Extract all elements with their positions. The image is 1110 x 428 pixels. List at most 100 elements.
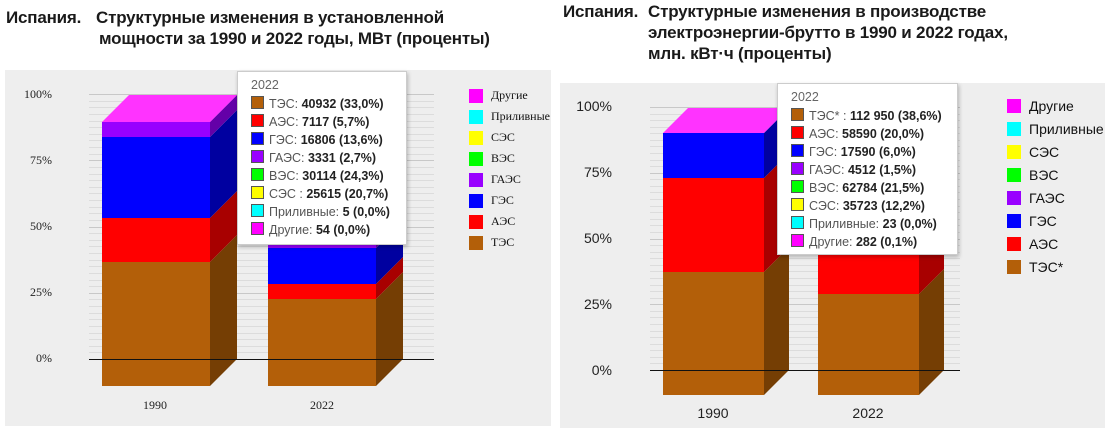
swatch-icon xyxy=(791,144,804,157)
tooltip-row: Другие: 282 (0,1%) xyxy=(791,234,917,249)
left-title-line2: мощности за 1990 и 2022 годы, МВт (проце… xyxy=(99,29,490,48)
swatch-icon xyxy=(251,204,264,217)
left-ytick: 100% xyxy=(24,87,52,101)
left-zero-axis xyxy=(89,359,434,360)
right-title-line2: электроэнергии-брутто в 1990 и 2022 года… xyxy=(648,23,1008,42)
swatch-icon xyxy=(251,96,264,109)
left-legend: Другие Приливные СЭС ВЭС ГАЭС ГЭС АЭС ТЭ… xyxy=(469,88,550,259)
legend-swatch-icon xyxy=(469,194,483,208)
gridline xyxy=(89,346,434,347)
right-title-lead: Испания. xyxy=(563,2,639,21)
left-bar-1990[interactable] xyxy=(102,95,237,386)
tooltip-row: Приливные: 5 (0,0%) xyxy=(251,204,390,219)
gridline xyxy=(89,299,434,300)
legend-swatch-icon xyxy=(469,215,483,229)
legend-swatch-icon xyxy=(1007,237,1021,251)
legend-swatch-icon xyxy=(469,110,483,124)
gridline xyxy=(650,271,960,272)
left-title-lead: Испания. xyxy=(6,8,82,27)
tooltip-row: ТЭС* : 112 950 (38,6%) xyxy=(791,108,942,123)
gridline xyxy=(89,333,434,334)
gridline xyxy=(650,311,960,312)
gridline xyxy=(650,298,960,299)
right-title-line1: Структурные изменения в производстве xyxy=(648,2,986,21)
gridline xyxy=(89,326,434,327)
gridline xyxy=(89,280,434,281)
left-ytick: 50% xyxy=(30,219,52,233)
gridline xyxy=(89,246,434,247)
gridline xyxy=(89,352,434,353)
gridline xyxy=(89,286,434,287)
tooltip-row: ГЭС: 17590 (6,0%) xyxy=(791,144,916,159)
gridline xyxy=(650,265,960,266)
bar-segment-aes xyxy=(102,218,210,262)
tooltip-row: ТЭС: 40932 (33,0%) xyxy=(251,96,384,111)
swatch-icon xyxy=(251,222,264,235)
gridline xyxy=(650,304,960,305)
swatch-icon xyxy=(791,198,804,211)
swatch-icon xyxy=(791,108,804,121)
swatch-icon xyxy=(251,132,264,145)
legend-swatch-icon xyxy=(1007,168,1021,182)
gridline xyxy=(650,350,960,351)
right-ytick: 0% xyxy=(591,362,612,378)
bar-segment-gaes xyxy=(102,122,210,137)
right-ytick: 50% xyxy=(583,230,612,246)
bar-segment-ges xyxy=(102,137,210,218)
swatch-icon xyxy=(251,168,264,181)
tooltip-row: СЭС: 35723 (12,2%) xyxy=(791,198,925,213)
gridline xyxy=(89,253,434,254)
gridline xyxy=(650,324,960,325)
tooltip-row: АЭС: 7117 (5,7%) xyxy=(251,114,369,129)
swatch-icon xyxy=(791,180,804,193)
gridline xyxy=(89,260,434,261)
gridline xyxy=(89,319,434,320)
right-legend: Другие Приливные СЭС ВЭС ГАЭС ГЭС АЭС ТЭ… xyxy=(1007,98,1107,279)
gridline xyxy=(650,363,960,364)
right-zero-axis xyxy=(650,370,960,371)
tooltip-row: ГАЭС: 4512 (1,5%) xyxy=(791,162,916,177)
left-title-line1: Структурные изменения в установленной xyxy=(96,8,444,27)
bar-segment-tes xyxy=(102,262,210,386)
swatch-icon xyxy=(791,216,804,229)
right-bar-1990[interactable] xyxy=(663,108,789,395)
legend-swatch-icon xyxy=(469,89,483,103)
left-ytick: 75% xyxy=(30,153,52,167)
swatch-icon xyxy=(791,162,804,175)
gridline xyxy=(650,357,960,358)
tooltip-row: ГЭС: 16806 (13,6%) xyxy=(251,132,383,147)
swatch-icon xyxy=(251,186,264,199)
right-ytick: 100% xyxy=(576,98,612,114)
right-ytick: 25% xyxy=(583,296,612,312)
tooltip-title: 2022 xyxy=(791,90,819,104)
right-ytick: 75% xyxy=(583,164,612,180)
left-chart-title: Испания. Структурные изменения в установ… xyxy=(6,8,551,50)
gridline xyxy=(650,331,960,332)
swatch-icon xyxy=(251,150,264,163)
swatch-icon xyxy=(251,114,264,127)
gridline xyxy=(650,258,960,259)
legend-swatch-icon xyxy=(1007,214,1021,228)
right-tooltip: 2022 ТЭС* : 112 950 (38,6%) АЭС: 58590 (… xyxy=(777,83,958,255)
tooltip-row: АЭС: 58590 (20,0%) xyxy=(791,126,924,141)
gridline xyxy=(89,313,434,314)
tooltip-row: ВЭС: 62784 (21,5%) xyxy=(791,180,924,195)
legend-swatch-icon xyxy=(1007,191,1021,205)
right-chart-title: Испания. Структурные изменения в произво… xyxy=(563,2,1108,64)
gridline xyxy=(650,317,960,318)
legend-swatch-icon xyxy=(469,152,483,166)
tooltip-row: СЭС : 25615 (20,7%) xyxy=(251,186,388,201)
right-xlabel: 1990 xyxy=(697,405,729,421)
gridline xyxy=(650,278,960,279)
gridline xyxy=(89,339,434,340)
right-xlabel: 2022 xyxy=(852,405,884,421)
tooltip-row: ГАЭС: 3331 (2,7%) xyxy=(251,150,376,165)
gridline xyxy=(650,285,960,286)
left-tooltip: 2022 ТЭС: 40932 (33,0%) АЭС: 7117 (5,7%)… xyxy=(237,71,407,245)
swatch-icon xyxy=(791,126,804,139)
left-xlabel: 2022 xyxy=(310,398,334,412)
legend-swatch-icon xyxy=(1007,122,1021,136)
legend-swatch-icon xyxy=(469,131,483,145)
legend-swatch-icon xyxy=(1007,260,1021,274)
legend-swatch-icon xyxy=(469,236,483,250)
